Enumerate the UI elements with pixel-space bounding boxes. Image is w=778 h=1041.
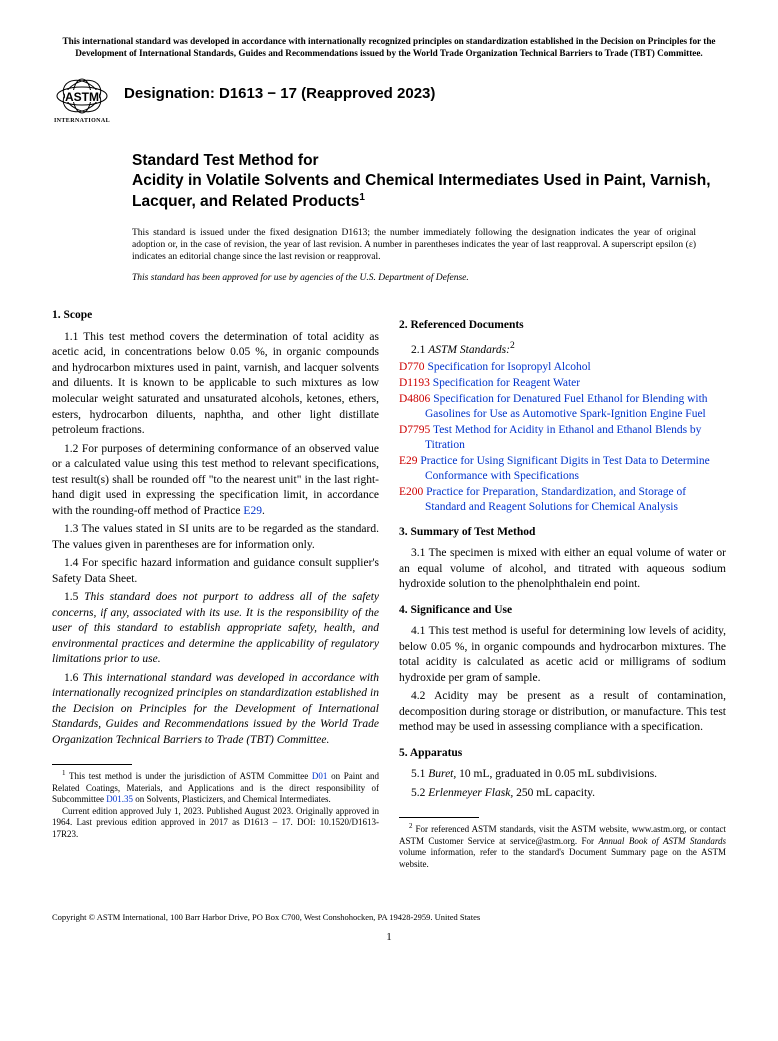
ref-item: D7795 Test Method for Acidity in Ethanol… bbox=[399, 423, 726, 453]
scope-1-2: 1.2 For purposes of determining conforma… bbox=[52, 442, 379, 520]
section-head-apparatus: 5. Apparatus bbox=[399, 746, 726, 762]
ref-title-link[interactable]: Practice for Using Significant Digits in… bbox=[418, 455, 710, 482]
ref-title-link[interactable]: Specification for Reagent Water bbox=[430, 377, 580, 389]
app-5-2-rest: 250 mL capacity. bbox=[513, 787, 595, 799]
compliance-header: This international standard was develope… bbox=[52, 36, 726, 60]
copyright-line: Copyright © ASTM International, 100 Barr… bbox=[52, 912, 726, 923]
ref-code-link[interactable]: D1193 bbox=[399, 377, 430, 389]
scope-1-2a: 1.2 For purposes of determining conforma… bbox=[52, 443, 379, 517]
refdocs-sub: 2.1 ASTM Standards:2 bbox=[399, 340, 726, 358]
ref-title-link[interactable]: Specification for Denatured Fuel Ethanol… bbox=[425, 393, 708, 420]
fn2b: volume information, refer to the standar… bbox=[399, 847, 726, 869]
fn1c: on Solvents, Plasticizers, and Chemical … bbox=[133, 794, 331, 804]
scope-1-4: 1.4 For specific hazard information and … bbox=[52, 556, 379, 587]
ref-item: D1193 Specification for Reagent Water bbox=[399, 376, 726, 391]
designation-text: Designation: D1613 − 17 (Reapproved 2023… bbox=[124, 78, 435, 104]
app-5-1-num: 5.1 bbox=[411, 768, 428, 780]
ref-code-link[interactable]: E29 bbox=[399, 455, 418, 467]
title-line-1: Standard Test Method for bbox=[132, 151, 726, 171]
app-5-1: 5.1 Buret, 10 mL, graduated in 0.05 mL s… bbox=[399, 767, 726, 783]
ref-code-link[interactable]: D4806 bbox=[399, 393, 430, 405]
logo-subtext: INTERNATIONAL bbox=[52, 117, 112, 125]
sig-4-2: 4.2 Acidity may be present as a result o… bbox=[399, 689, 726, 736]
astm-logo: ASTM INTERNATIONAL bbox=[52, 78, 112, 125]
summary-3-1: 3.1 The specimen is mixed with either an… bbox=[399, 546, 726, 593]
section-head-significance: 4. Significance and Use bbox=[399, 603, 726, 619]
ref-title-link[interactable]: Test Method for Acidity in Ethanol and E… bbox=[425, 424, 701, 451]
section-head-scope: 1. Scope bbox=[52, 308, 379, 324]
ref-code-link[interactable]: D770 bbox=[399, 361, 425, 373]
sig-4-1: 4.1 This test method is useful for deter… bbox=[399, 624, 726, 686]
ref-list: D770 Specification for Isopropyl Alcohol… bbox=[399, 360, 726, 514]
title-block: Standard Test Method for Acidity in Vola… bbox=[132, 151, 726, 213]
footnote-2: 2 For referenced ASTM standards, visit t… bbox=[399, 822, 726, 870]
title-line-2: Acidity in Volatile Solvents and Chemica… bbox=[132, 171, 726, 212]
section-head-refdocs: 2. Referenced Documents bbox=[399, 318, 726, 334]
title-superscript: 1 bbox=[359, 192, 365, 203]
refdocs-sub-label: ASTM Standards: bbox=[428, 344, 510, 356]
ref-item: E200 Practice for Preparation, Standardi… bbox=[399, 485, 726, 515]
footnote-1b: Current edition approved July 1, 2023. P… bbox=[52, 806, 379, 841]
refdocs-sub-num: 2.1 bbox=[411, 344, 428, 356]
scope-1-3: 1.3 The values stated in SI units are to… bbox=[52, 522, 379, 553]
ref-item: D770 Specification for Isopropyl Alcohol bbox=[399, 360, 726, 375]
app-5-2-term: Erlenmeyer Flask, bbox=[428, 787, 513, 799]
svg-text:ASTM: ASTM bbox=[65, 90, 99, 104]
link-d01[interactable]: D01 bbox=[312, 771, 328, 781]
ref-code-link[interactable]: E200 bbox=[399, 486, 423, 498]
dod-note: This standard has been approved for use … bbox=[132, 272, 726, 285]
section-head-summary: 3. Summary of Test Method bbox=[399, 525, 726, 541]
fn2i: Annual Book of ASTM Standards bbox=[598, 836, 726, 846]
ref-title-link[interactable]: Specification for Isopropyl Alcohol bbox=[425, 361, 591, 373]
ref-title-link[interactable]: Practice for Preparation, Standardizatio… bbox=[423, 486, 686, 513]
ref-item: E29 Practice for Using Significant Digit… bbox=[399, 454, 726, 484]
app-5-1-rest: 10 mL, graduated in 0.05 mL subdivisions… bbox=[456, 768, 657, 780]
footnote-rule-right bbox=[399, 817, 479, 818]
designation-row: ASTM INTERNATIONAL Designation: D1613 − … bbox=[52, 78, 726, 125]
page-number: 1 bbox=[52, 930, 726, 945]
body-columns: 1. Scope 1.1 This test method covers the… bbox=[52, 308, 726, 870]
scope-1-1: 1.1 This test method covers the determin… bbox=[52, 330, 379, 439]
scope-1-6: 1.6 This international standard was deve… bbox=[52, 671, 379, 749]
app-5-1-term: Buret, bbox=[428, 768, 456, 780]
app-5-2-num: 5.2 bbox=[411, 787, 428, 799]
scope-1-5: 1.5 This standard does not purport to ad… bbox=[52, 590, 379, 668]
link-e29-inline[interactable]: E29 bbox=[243, 505, 262, 517]
footnote-rule-left bbox=[52, 764, 132, 765]
footnote-1: 1 This test method is under the jurisdic… bbox=[52, 769, 379, 806]
ref-item: D4806 Specification for Denatured Fuel E… bbox=[399, 392, 726, 422]
fn1a: This test method is under the jurisdicti… bbox=[66, 771, 312, 781]
app-5-2: 5.2 Erlenmeyer Flask, 250 mL capacity. bbox=[399, 786, 726, 802]
title-main-text: Acidity in Volatile Solvents and Chemica… bbox=[132, 172, 711, 210]
ref-code-link[interactable]: D7795 bbox=[399, 424, 430, 436]
issuance-note: This standard is issued under the fixed … bbox=[132, 227, 696, 264]
refdocs-sub-sup: 2 bbox=[510, 340, 515, 351]
scope-1-2b: . bbox=[262, 505, 265, 517]
link-d01-35[interactable]: D01.35 bbox=[106, 794, 133, 804]
